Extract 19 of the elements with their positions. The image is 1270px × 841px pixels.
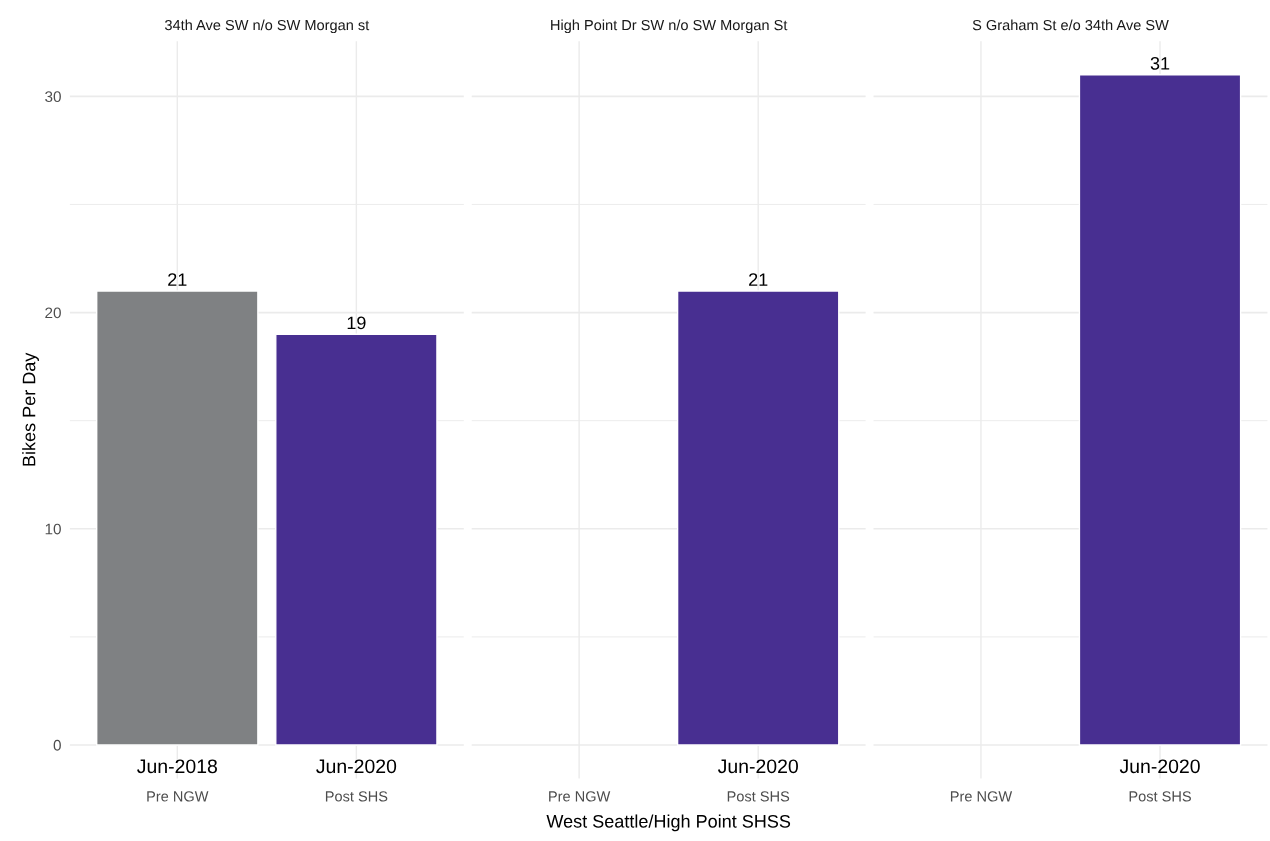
y-tick-label: 30 (45, 91, 61, 103)
data-label: 19 (347, 316, 366, 330)
y-axis-title: Bikes Per Day (22, 352, 39, 466)
data-label: 21 (749, 273, 768, 286)
data-label: 21 (168, 273, 187, 286)
chart-title: S Graham St e/o 34th Ave SW (972, 19, 1169, 31)
x-tick-label: Jun-2018 Pre NGW (137, 759, 217, 802)
data-label: 31 (1150, 56, 1170, 70)
x-tick-label: Pre NGW (549, 791, 611, 802)
chart-title: High Point Dr SW n/o SW Morgan St (551, 19, 788, 34)
x-tick-label: Jun-2020 Post SHS (316, 759, 397, 802)
y-tick-label: 10 (45, 523, 61, 535)
x-axis-title: West Seattle/High Point SHSS (546, 814, 791, 832)
x-tick-label: Jun-2020 Post SHS (1119, 759, 1200, 802)
y-tick-label: 20 (45, 307, 61, 319)
y-tick-label: 0 (53, 739, 61, 751)
x-tick-label: Pre NGW (950, 791, 1013, 802)
x-tick-label: Jun-2020 Post SHS (717, 759, 798, 802)
chart-title: 34th Ave SW n/o SW Morgan st (164, 19, 370, 34)
